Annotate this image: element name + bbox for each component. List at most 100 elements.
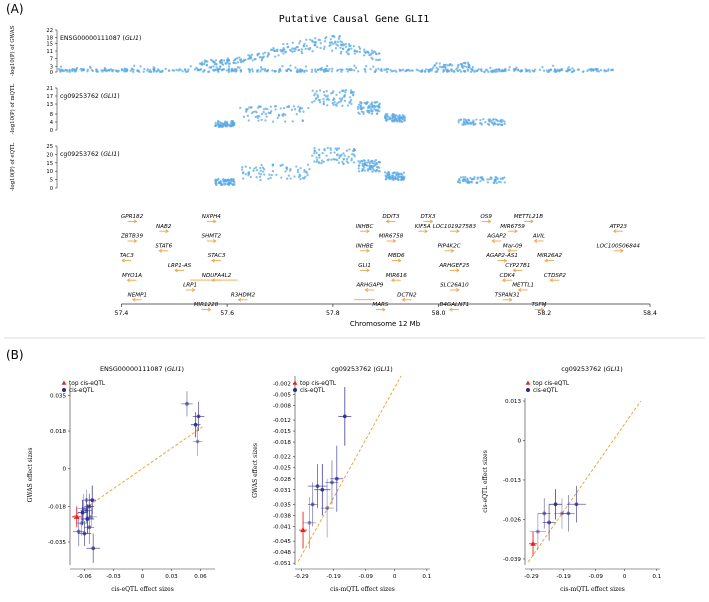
snp-point [367,159,370,162]
cis-eqtl-point [84,510,95,545]
snp-point [247,68,250,71]
cis-eqtl-point [314,464,331,516]
snp-point [260,163,263,167]
snp-point [239,60,243,64]
gene-arrow-head [549,278,554,283]
snp-point [394,177,397,180]
snp-point [603,68,606,72]
snp-point [286,105,289,109]
gene-arrow-head [429,219,434,224]
snp-point [307,106,310,110]
snp-point [473,123,476,126]
snp-point [448,64,451,67]
gene-nxph4: NXPH4 [202,214,221,224]
snp-point [346,70,349,73]
snp-point [257,119,260,122]
locus-tracks: ENSG00000111087 (GLI1)03711151822-log10(… [9,25,614,192]
top-cis-eqtl-point [71,506,82,528]
snp-point [230,182,233,185]
snp-point [346,52,349,55]
gene-label: CDK4 [500,273,516,279]
legend-cis-marker [293,388,297,392]
gene-arrow-head [213,219,217,224]
snp-point [354,66,358,69]
cis-eqtl-point [85,506,98,528]
snp-point [392,178,395,182]
track-label-gene: GLI1 [125,35,139,42]
snp-point [571,67,574,70]
scatter-title-gene: GLI1 [606,365,620,373]
gene-arrow-head [131,297,136,302]
snp-point [342,162,345,165]
gene-inhbc: INHBC [356,224,374,234]
snp-point [347,68,350,71]
gene-arrow-head [491,239,495,243]
snp-point [370,165,373,168]
snp-point [273,49,276,53]
cis-eqtl-point [192,401,205,432]
snp-point [391,172,394,175]
locus-track-3: cg09253762 (GLI1) 0 5 10 15 20 25 -log10(P) of … [9,142,506,192]
snp-point [320,66,323,70]
snp-point [286,67,290,71]
snp-point [317,68,320,72]
snp-point [370,52,373,55]
gene-tspan31: TSPAN31 [495,292,520,302]
snp-point [404,70,407,73]
gene-arrow-head [364,288,369,292]
gene-arrow-head [517,288,522,292]
point-marker [330,480,334,485]
gene-arrow-head [487,219,492,224]
snp-point [335,93,338,97]
cis-eqtl-point [325,460,339,505]
gene-label: R3HDM2 [231,292,256,298]
gene-arrow-head [121,258,125,263]
snp-point [116,70,120,73]
snp-point [292,47,295,50]
snp-point [353,64,356,67]
snp-point [267,53,271,56]
snp-point [314,40,317,44]
snp-point [378,102,381,105]
snp-point [256,70,259,74]
gene-arrow-head [540,307,545,312]
snp-point [261,56,265,59]
snp-point [214,178,217,181]
snp-point [375,166,379,169]
snp-point [367,161,371,164]
snp-point [281,65,284,68]
snp-point [484,68,488,71]
snp-point [226,123,229,127]
gene-arrow-head [133,239,138,243]
snp-point [501,119,504,122]
snp-point [503,120,506,123]
gene-label: TAC3 [120,253,135,259]
snp-point [341,89,344,92]
y-tick-label: -0.035 [273,502,291,508]
snp-point [348,96,352,99]
gene-slc26a10: SLC26A10 [440,283,469,292]
snp-point [269,176,272,180]
snp-point [368,54,371,57]
snp-point [349,99,353,102]
snp-point [315,90,318,93]
snp-point [273,70,276,73]
snp-point [200,63,204,67]
snp-point [271,120,275,123]
point-marker [85,517,90,521]
snp-point [258,115,261,118]
snp-point [402,171,406,174]
point-marker [574,502,579,507]
x-tick-label: -0.29 [524,574,539,580]
snp-point [311,39,314,42]
snp-point [319,42,322,45]
track-label-prefix: cg09253762 ( [60,93,103,100]
y-tick-label: 0.035 [50,393,66,399]
snp-point [501,177,504,181]
y-tick-label: 0.018 [50,429,66,435]
snp-point [371,161,374,165]
snp-point [558,69,561,72]
snp-point [317,160,320,164]
snp-point [541,66,544,69]
snp-point [476,69,479,72]
